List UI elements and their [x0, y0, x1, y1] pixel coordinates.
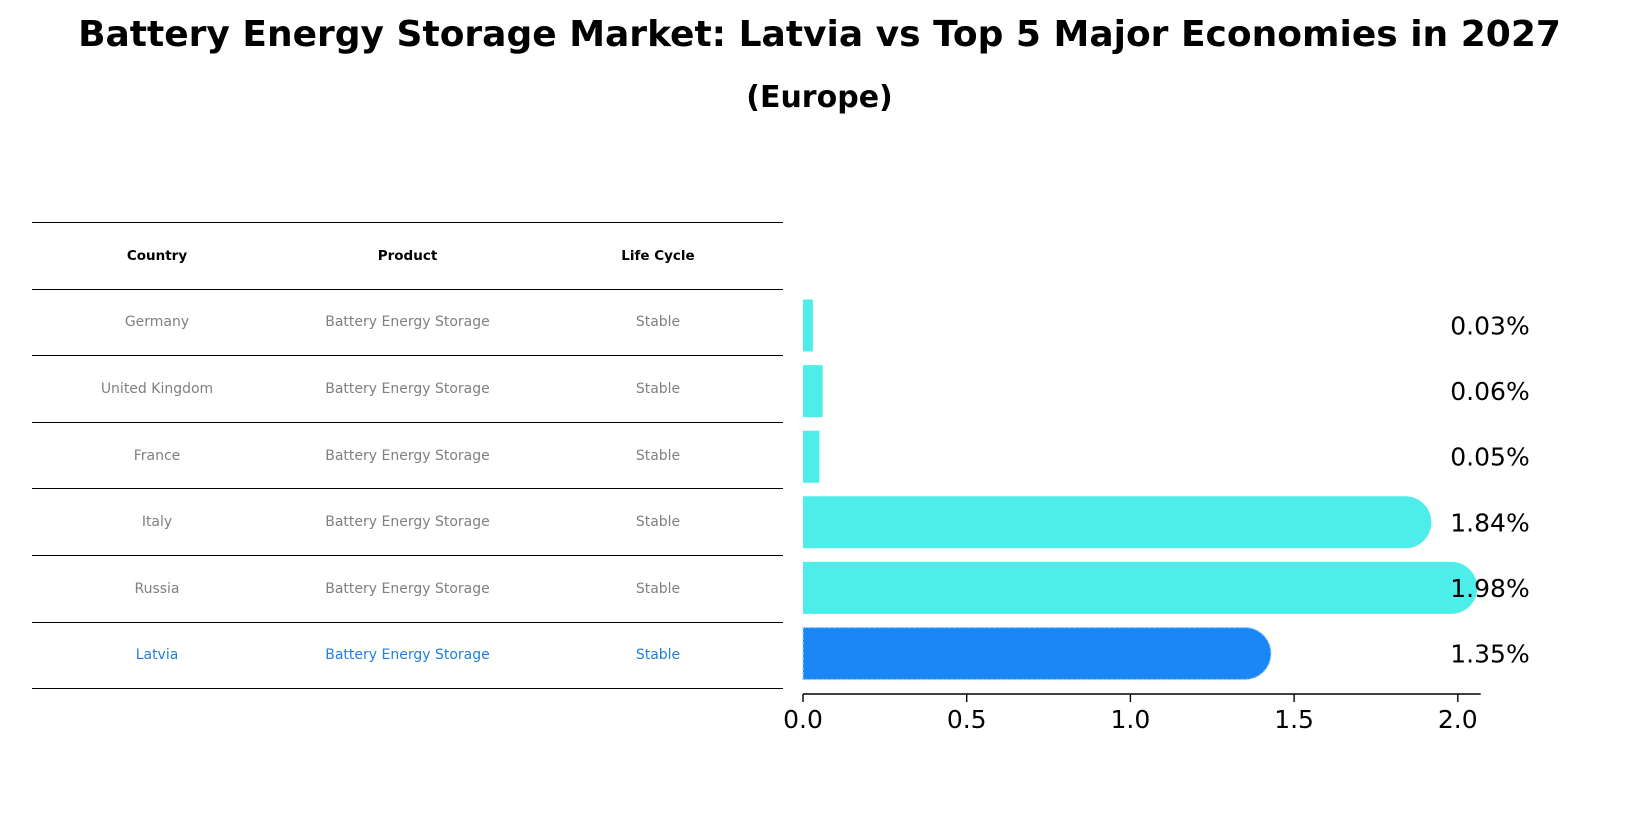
- value-label: 1.35%: [1450, 640, 1529, 669]
- cell-life-cycle: Stable: [635, 380, 681, 397]
- header-product: Product: [377, 247, 438, 264]
- value-label: 1.98%: [1450, 574, 1529, 603]
- cell-country: Russia: [134, 580, 180, 597]
- bar-united-kingdom: [803, 365, 823, 418]
- x-tick-label: 1.0: [1111, 705, 1151, 734]
- x-tick-label: 1.5: [1274, 705, 1314, 734]
- cell-life-cycle: Stable: [635, 580, 681, 597]
- bar-russia: [803, 561, 1478, 614]
- cell-country: Germany: [124, 314, 190, 331]
- table-row: Italy Battery Energy Storage Stable: [32, 488, 783, 556]
- x-tick-label: 0.5: [947, 705, 987, 734]
- cell-product: Battery Energy Storage: [325, 647, 490, 664]
- table-row: Germany Battery Energy Storage Stable: [32, 289, 783, 356]
- table-row: Russia Battery Energy Storage Stable: [32, 555, 783, 622]
- bar-latvia: [802, 626, 1272, 681]
- cell-country: Italy: [141, 514, 173, 531]
- value-label: 0.06%: [1450, 377, 1529, 406]
- x-tick-label: 2.0: [1438, 705, 1478, 734]
- value-label: 0.05%: [1450, 443, 1529, 472]
- cell-life-cycle: Stable: [635, 447, 681, 464]
- table-row: United Kingdom Battery Energy Storage St…: [32, 355, 783, 423]
- bar-italy: [803, 496, 1432, 549]
- cell-life-cycle: Stable: [635, 647, 681, 664]
- cell-product: Battery Energy Storage: [325, 447, 490, 464]
- value-label: 1.84%: [1450, 508, 1529, 537]
- cell-country: Latvia: [135, 647, 179, 664]
- table-header-row: Country Product Life Cycle: [32, 222, 783, 290]
- bar-france: [803, 430, 820, 483]
- table-row: France Battery Energy Storage Stable: [32, 422, 783, 489]
- chart-subtitle: (Europe): [746, 80, 893, 115]
- table-row-highlight: Latvia Battery Energy Storage Stable: [32, 622, 783, 689]
- cell-product: Battery Energy Storage: [325, 314, 490, 331]
- country-table: Country Product Life Cycle Germany Batte…: [32, 222, 783, 689]
- cell-product: Battery Energy Storage: [325, 514, 490, 531]
- header-country: Country: [126, 247, 188, 264]
- header-life-cycle: Life Cycle: [621, 247, 695, 264]
- cell-product: Battery Energy Storage: [325, 380, 490, 397]
- cell-product: Battery Energy Storage: [325, 580, 490, 597]
- cell-country: United Kingdom: [100, 380, 214, 397]
- chart-title: Battery Energy Storage Market: Latvia vs…: [78, 14, 1561, 55]
- cell-life-cycle: Stable: [635, 514, 681, 531]
- cell-life-cycle: Stable: [635, 314, 681, 331]
- bar-germany: [803, 299, 813, 352]
- value-label: 0.03%: [1450, 312, 1529, 341]
- cell-country: France: [133, 447, 181, 464]
- x-tick-label: 0.0: [783, 705, 823, 734]
